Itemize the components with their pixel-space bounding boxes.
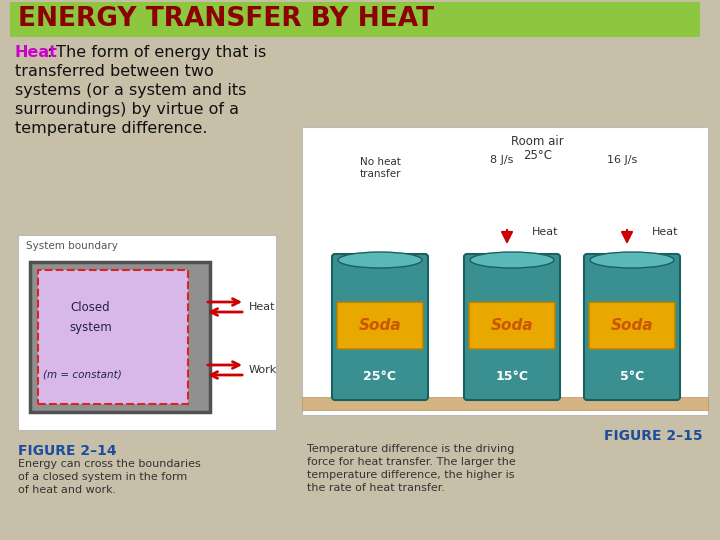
Text: No heat: No heat (359, 157, 400, 167)
FancyBboxPatch shape (464, 254, 560, 400)
Text: The form of energy that is: The form of energy that is (51, 45, 266, 60)
Text: temperature difference, the higher is: temperature difference, the higher is (307, 470, 515, 480)
FancyBboxPatch shape (337, 302, 423, 349)
Text: force for heat transfer. The larger the: force for heat transfer. The larger the (307, 457, 516, 467)
Text: Soda: Soda (491, 318, 534, 333)
Text: systems (or a system and its: systems (or a system and its (15, 83, 246, 98)
Text: Energy can cross the boundaries: Energy can cross the boundaries (18, 459, 201, 469)
FancyBboxPatch shape (332, 254, 428, 400)
Text: transfer: transfer (359, 169, 401, 179)
FancyBboxPatch shape (589, 302, 675, 349)
Text: Closed: Closed (71, 301, 110, 314)
Text: the rate of heat transfer.: the rate of heat transfer. (307, 483, 445, 493)
Ellipse shape (470, 252, 554, 268)
Text: 8 J/s: 8 J/s (490, 155, 513, 165)
Text: Heat: Heat (249, 302, 276, 312)
Bar (10, 2, 700, 37)
Text: Heat: Heat (652, 227, 678, 237)
Text: Soda: Soda (611, 318, 653, 333)
Text: System boundary: System boundary (26, 241, 118, 251)
Text: (m = constant): (m = constant) (43, 369, 122, 380)
Text: 5°C: 5°C (620, 369, 644, 382)
Bar (302, 397, 708, 410)
Text: 16 J/s: 16 J/s (607, 155, 637, 165)
Text: Work: Work (249, 365, 277, 375)
Text: Heat: Heat (15, 45, 58, 60)
Ellipse shape (590, 252, 674, 268)
Text: Temperature difference is the driving: Temperature difference is the driving (307, 444, 514, 454)
Ellipse shape (338, 252, 422, 268)
Text: of heat and work.: of heat and work. (18, 485, 116, 495)
Text: Heat: Heat (532, 227, 559, 237)
Text: ENERGY TRANSFER BY HEAT: ENERGY TRANSFER BY HEAT (18, 6, 434, 32)
Bar (18, 235, 276, 430)
Text: FIGURE 2–14: FIGURE 2–14 (18, 444, 117, 458)
Text: system: system (69, 321, 112, 334)
Text: transferred between two: transferred between two (15, 64, 214, 79)
Bar (302, 127, 708, 415)
Text: 15°C: 15°C (495, 369, 528, 382)
Text: Room air: Room air (511, 135, 564, 148)
Text: surroundings) by virtue of a: surroundings) by virtue of a (15, 102, 239, 117)
Text: 25°C: 25°C (523, 149, 552, 162)
Text: 25°C: 25°C (364, 369, 397, 382)
Text: temperature difference.: temperature difference. (15, 121, 207, 136)
FancyBboxPatch shape (469, 302, 555, 349)
Text: Soda: Soda (359, 318, 401, 333)
Text: :: : (46, 45, 51, 60)
FancyBboxPatch shape (584, 254, 680, 400)
Text: of a closed system in the form: of a closed system in the form (18, 472, 187, 482)
Bar (38, 270, 188, 404)
Bar (30, 262, 210, 412)
Text: FIGURE 2–15: FIGURE 2–15 (604, 429, 703, 443)
